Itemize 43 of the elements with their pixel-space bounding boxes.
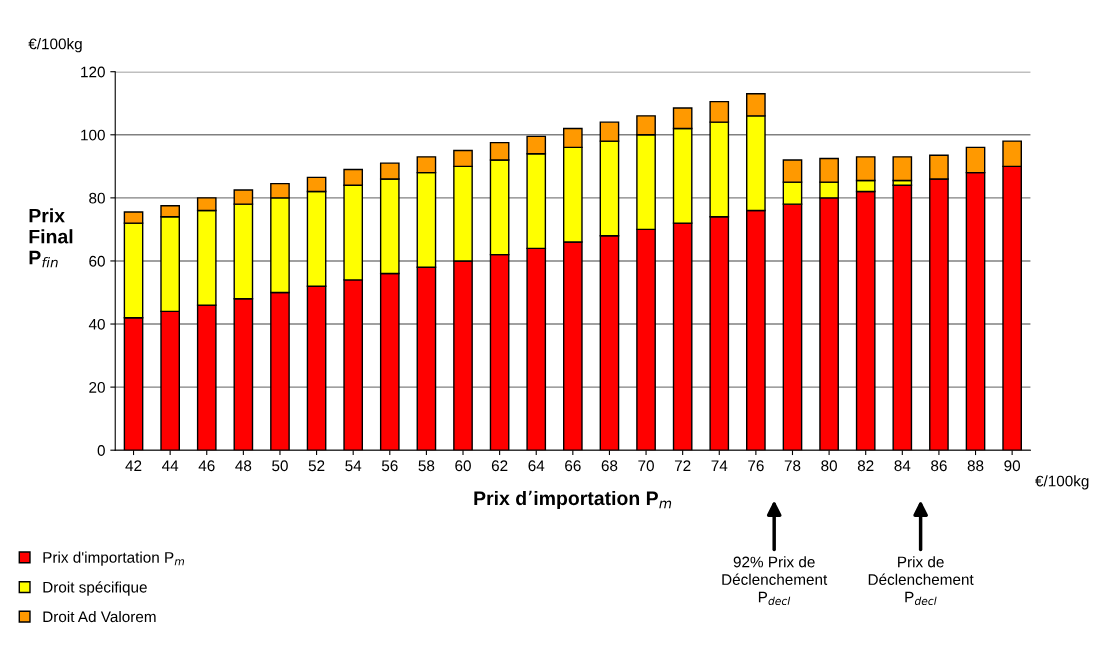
x-tick-label: 74: [711, 460, 728, 471]
y-tick-label: 100: [81, 129, 105, 141]
x-tick-label: 86: [931, 460, 947, 472]
x-tick-label: 78: [784, 460, 801, 472]
text: 92% Prix de Déclenchement P$_{decl}$: [722, 556, 828, 605]
y-tick-label: 80: [89, 192, 105, 204]
bar: [892, 184, 913, 451]
bar: [892, 156, 913, 182]
x-tick-label: 72: [674, 460, 691, 471]
x-tick-label: 68: [601, 460, 618, 472]
x-tick-label: 64: [528, 460, 545, 472]
y-tick-label: 40: [88, 318, 105, 330]
text: €/100kg: [28, 38, 82, 53]
legend-label: Droit spécifique: [43, 581, 147, 596]
x-tick-label: 42: [125, 460, 142, 471]
x-tick-label: 52: [308, 460, 325, 472]
x-tick-label: 48: [235, 460, 252, 472]
x-tick-label: 46: [198, 460, 215, 472]
x-tick-label: 44: [162, 460, 179, 471]
x-tick-label: 84: [894, 460, 911, 472]
x-tick-label: 58: [418, 460, 435, 472]
y-axis-title: Prix Final P$_{fin}$: [29, 208, 73, 268]
x-tick-label: 56: [381, 460, 398, 472]
x-tick-label: 60: [455, 460, 471, 472]
x-tick-label: 80: [821, 460, 837, 472]
y-tick-label: 0: [97, 445, 105, 456]
x-tick-label: 62: [491, 460, 508, 472]
x-tick-label: 90: [1004, 460, 1021, 472]
x-tick-label: 54: [345, 460, 362, 472]
x-tick-label: 50: [272, 460, 288, 472]
y-tick-label: 60: [89, 255, 105, 267]
x-tick-label: 88: [967, 460, 984, 472]
legend-label: Droit Ad Valorem: [43, 610, 156, 623]
text: Prix de Déclenchement P$_{decl}$: [868, 556, 974, 605]
text: €/100kg: [1035, 475, 1089, 490]
x-tick-label: 66: [565, 460, 581, 472]
x-tick-label: 76: [748, 460, 764, 472]
y-tick-label: 120: [81, 66, 105, 78]
x-axis-title: Prix d’importation P$_{m}$: [474, 490, 672, 510]
x-tick-label: 82: [857, 460, 874, 472]
y-tick-label: 20: [89, 381, 105, 393]
legend-label: Prix d'importation P$_{m}$: [43, 551, 185, 566]
x-tick-label: 70: [638, 460, 654, 472]
